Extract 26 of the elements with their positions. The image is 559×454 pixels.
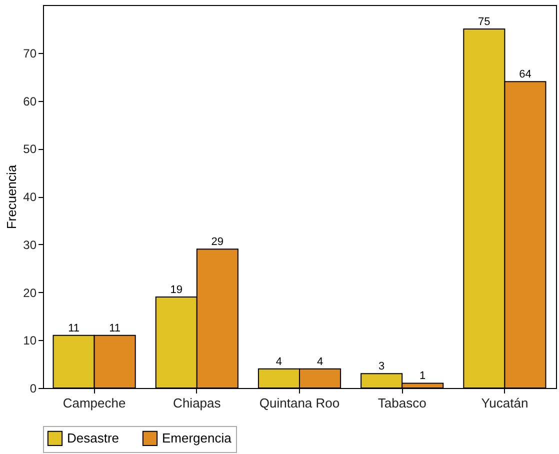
data-label: 11 (109, 322, 121, 334)
data-label: 19 (170, 284, 183, 296)
y-axis-title: Frecuencia (4, 164, 20, 230)
data-label: 11 (68, 322, 80, 334)
data-label: 64 (519, 68, 532, 81)
y-tick-label: 20 (23, 286, 37, 300)
y-tick-label: 30 (23, 238, 37, 252)
y-tick-label: 40 (23, 190, 37, 204)
x-tick-label: Chiapas (173, 396, 222, 410)
data-label: 1 (420, 370, 426, 382)
y-tick-label: 10 (23, 334, 37, 348)
y-tick-label: 60 (23, 94, 37, 108)
x-tick-label: Tabasco (378, 396, 426, 410)
x-tick-label: Campeche (62, 396, 126, 410)
y-tick-label: 0 (30, 382, 37, 396)
x-tick-label: Yucatán (481, 396, 528, 410)
data-label: 4 (316, 356, 324, 368)
legend-label: Desastre (67, 430, 120, 446)
data-label: 3 (378, 360, 385, 373)
data-label: 29 (211, 236, 224, 248)
x-tick-label: Quintana Roo (259, 396, 340, 410)
data-label: 4 (276, 356, 282, 368)
y-tick-label: 50 (23, 142, 37, 156)
data-label: 75 (478, 16, 490, 28)
y-tick-label: 70 (23, 46, 37, 60)
legend-label: Emergencia (162, 430, 232, 446)
